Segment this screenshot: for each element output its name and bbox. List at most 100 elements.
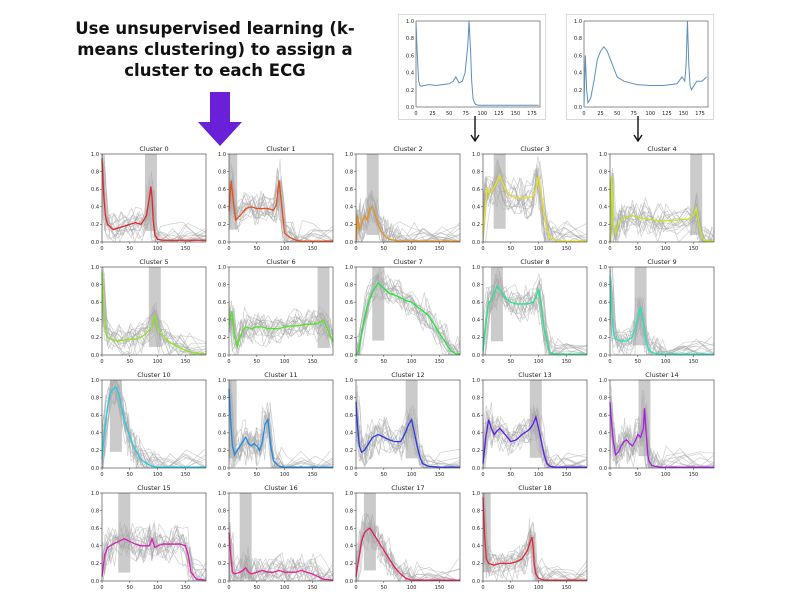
axes-frame <box>101 379 207 469</box>
y-tick-label: 0.0 <box>472 466 480 472</box>
x-tick-label: 0 <box>481 472 484 478</box>
gray-trace <box>231 380 333 468</box>
y-tick-label: 0.6 <box>472 413 480 419</box>
gray-trace <box>229 525 331 581</box>
gray-trace <box>102 534 205 571</box>
x-tick-label: 0 <box>582 111 585 117</box>
x-tick-label: 0 <box>227 246 230 252</box>
y-tick-label: 1.0 <box>599 265 607 271</box>
y-tick-label: 0.2 <box>406 88 414 94</box>
cluster-title: Cluster 7 <box>393 258 422 266</box>
x-tick-label: 0 <box>354 246 357 252</box>
x-tick-label: 50 <box>508 359 514 365</box>
y-tick-label: 0.0 <box>406 105 414 111</box>
y-tick-label: 0.2 <box>472 335 480 341</box>
y-tick-label: 1.0 <box>345 152 353 158</box>
y-tick-label: 0.4 <box>91 431 99 437</box>
x-tick-label: 100 <box>280 585 290 591</box>
y-tick-label: 0.8 <box>218 282 226 288</box>
x-tick-label: 0 <box>100 585 103 591</box>
y-tick-label: 0.4 <box>91 544 99 550</box>
x-tick-label: 150 <box>435 472 445 478</box>
axes-frame <box>482 492 588 582</box>
gray-trace <box>485 508 587 581</box>
cluster-mean-line <box>482 174 587 242</box>
y-tick-label: 0.8 <box>218 508 226 514</box>
cluster-title: Cluster 12 <box>391 371 424 379</box>
x-tick-label: 50 <box>254 585 260 591</box>
y-tick-label: 0.0 <box>345 466 353 472</box>
x-tick-label: 150 <box>435 359 445 365</box>
y-tick-label: 0.0 <box>472 353 480 359</box>
y-tick-label: 0.8 <box>218 169 226 175</box>
y-tick-label: 1.0 <box>91 152 99 158</box>
gray-trace <box>610 184 714 242</box>
cluster-title: Cluster 18 <box>518 484 551 492</box>
y-tick-label: 0.8 <box>91 395 99 401</box>
x-tick-label: 150 <box>181 585 191 591</box>
y-tick-label: 0.2 <box>218 335 226 341</box>
gray-trace <box>484 498 587 581</box>
cluster-subplot: Cluster 14 0 50 100 150 0.0 0.2 0.4 0.6 0.8 1.0 <box>599 371 715 478</box>
x-tick-label: 0 <box>354 359 357 365</box>
cluster-mean-line <box>355 401 460 468</box>
x-tick-label: 100 <box>534 246 544 252</box>
x-tick-label: 50 <box>508 585 514 591</box>
gray-trace <box>358 198 460 242</box>
x-tick-label: 50 <box>635 472 641 478</box>
y-tick-label: 0.4 <box>472 544 480 550</box>
x-tick-label: 150 <box>679 111 689 117</box>
y-tick-label: 0.0 <box>599 240 607 246</box>
y-tick-label: 1.0 <box>472 491 480 497</box>
x-tick-label: 0 <box>100 246 103 252</box>
y-tick-label: 0.6 <box>599 300 607 306</box>
x-tick-label: 50 <box>127 472 133 478</box>
y-tick-label: 0.8 <box>599 169 607 175</box>
gray-trace <box>356 273 460 355</box>
cluster-title: Cluster 13 <box>518 371 551 379</box>
y-tick-label: 0.2 <box>218 561 226 567</box>
y-tick-label: 0.6 <box>218 300 226 306</box>
cluster-title: Cluster 9 <box>647 258 676 266</box>
gray-band <box>148 267 161 348</box>
x-tick-label: 0 <box>608 472 611 478</box>
gray-trace <box>356 274 459 355</box>
y-tick-label: 0.6 <box>599 413 607 419</box>
gray-trace <box>229 524 333 581</box>
axes-frame <box>101 153 207 243</box>
x-tick-label: 50 <box>635 359 641 365</box>
down-arrow-icon <box>633 116 643 143</box>
sample-ecg-plot-1: 0 25 50 75 100 125 150 175 0.0 0.2 0.4 0.6 0.8 1.0 <box>398 14 546 120</box>
gray-trace <box>102 154 204 242</box>
x-tick-label: 100 <box>661 472 671 478</box>
y-tick-label: 0.0 <box>91 466 99 472</box>
gray-trace <box>356 399 460 468</box>
cluster-subplot: Cluster 18 0 50 100 150 0.0 0.2 0.4 0.6 0.8 1.0 <box>472 484 588 591</box>
gray-band <box>493 154 506 229</box>
down-arrow-icon <box>198 92 242 146</box>
x-tick-label: 50 <box>381 246 387 252</box>
y-tick-label: 0.4 <box>599 205 607 211</box>
x-tick-label: 0 <box>100 472 103 478</box>
x-tick-label: 75 <box>463 111 469 117</box>
y-tick-label: 1.0 <box>472 265 480 271</box>
x-tick-label: 100 <box>661 246 671 252</box>
y-tick-label: 0.4 <box>599 318 607 324</box>
axes-frame <box>355 379 461 469</box>
y-tick-label: 0.8 <box>472 508 480 514</box>
x-tick-label: 100 <box>153 585 163 591</box>
y-tick-label: 0.0 <box>218 579 226 585</box>
axes-frame <box>609 379 715 469</box>
y-tick-label: 0.4 <box>345 318 353 324</box>
sample-ecg-plot-2: 0 25 50 75 100 125 150 175 0.0 0.2 0.4 0.6 0.8 1.0 <box>566 14 714 120</box>
cluster-subplot: Cluster 2 0 50 100 150 0.0 0.2 0.4 0.6 0.8 1.0 <box>345 145 461 252</box>
y-tick-label: 0.4 <box>218 205 226 211</box>
gray-trace <box>483 410 586 468</box>
ecg-line <box>415 20 539 106</box>
cluster-subplot: Cluster 0 0 50 100 150 0.0 0.2 0.4 0.6 0.8 1.0 <box>91 145 207 252</box>
gray-band <box>229 154 238 230</box>
axes-frame <box>355 266 461 356</box>
y-tick-label: 1.0 <box>218 152 226 158</box>
cluster-mean-line <box>609 175 714 243</box>
y-tick-label: 0.8 <box>599 395 607 401</box>
